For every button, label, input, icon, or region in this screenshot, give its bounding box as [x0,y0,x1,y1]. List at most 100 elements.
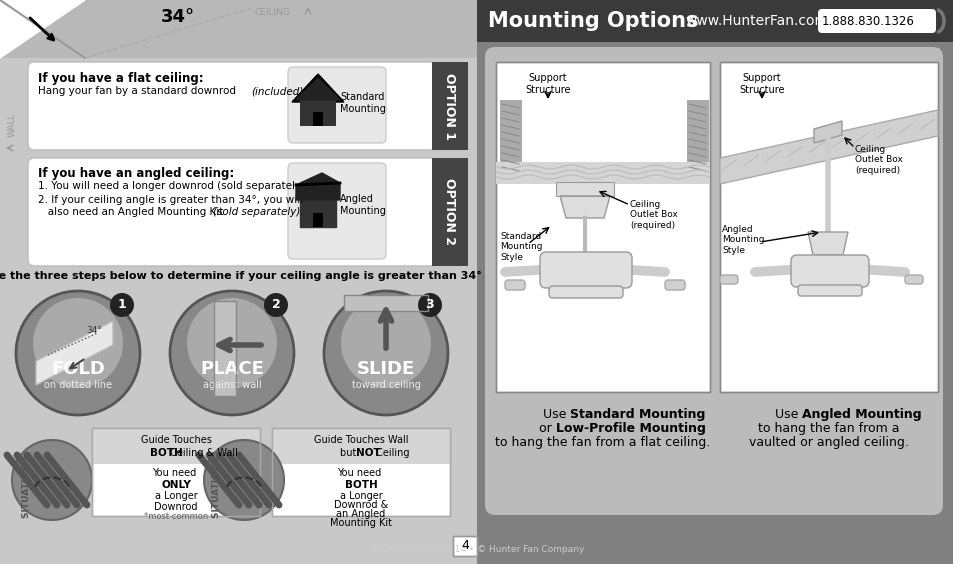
Text: Angled Mounting: Angled Mounting [801,408,921,421]
Text: against wall: against wall [202,380,261,390]
Text: 1. You will need a longer downrod (sold separately).: 1. You will need a longer downrod (sold … [38,181,308,191]
Polygon shape [299,200,335,227]
Bar [453,536,476,556]
Polygon shape [295,173,339,200]
Text: Ceiling
Outlet Box
(required): Ceiling Outlet Box (required) [629,200,678,230]
Text: Angled
Mounting: Angled Mounting [339,194,385,216]
Text: (sold separately).: (sold separately). [213,207,303,217]
Bar [0,0,476,58]
Circle shape [110,293,133,317]
Text: 3: 3 [425,298,434,311]
FancyBboxPatch shape [664,280,684,290]
Text: 1: 1 [117,298,126,311]
Bar [496,62,709,392]
Text: 34°: 34° [86,326,102,335]
Polygon shape [36,321,112,385]
Text: OPTION 2: OPTION 2 [443,178,456,245]
Text: or: or [538,422,556,435]
Bar [272,428,450,516]
Text: on dotted line: on dotted line [44,380,112,390]
FancyBboxPatch shape [797,285,862,296]
FancyBboxPatch shape [28,158,436,266]
Text: OPTION 1: OPTION 1 [443,73,456,139]
Text: Guide Touches Wall: Guide Touches Wall [314,435,408,445]
Text: PLACE: PLACE [200,360,264,378]
Polygon shape [813,121,841,143]
Text: If you have an angled ceiling:: If you have an angled ceiling: [38,167,234,180]
Text: You need: You need [337,468,384,478]
Circle shape [16,291,140,415]
Text: You need: You need [152,468,199,478]
Text: M0065-01 • 05/13/14 • © Hunter Fan Company: M0065-01 • 05/13/14 • © Hunter Fan Compa… [369,545,584,554]
Polygon shape [559,196,609,218]
Text: toward ceiling: toward ceiling [352,380,420,390]
Bar [432,62,468,150]
Circle shape [187,298,276,388]
Text: Ceiling & Wall: Ceiling & Wall [167,448,237,458]
Bar [299,100,335,126]
Text: vaulted or angled ceiling.: vaulted or angled ceiling. [748,436,908,449]
Bar [91,428,260,516]
Text: Standard
Mounting
Style: Standard Mounting Style [499,232,542,262]
FancyBboxPatch shape [548,286,622,298]
Bar [686,100,708,172]
Text: Standard
Mounting: Standard Mounting [339,92,385,114]
Bar [344,295,428,311]
Text: *most common: *most common [144,512,208,521]
Text: to hang the fan from a: to hang the fan from a [758,422,899,435]
Text: 1.888.830.1326: 1.888.830.1326 [821,15,914,28]
Bar [499,100,521,172]
Bar [213,301,235,396]
Text: NOT: NOT [355,448,380,458]
Text: Ceiling
Outlet Box
(required): Ceiling Outlet Box (required) [854,145,902,175]
Text: SLIDE: SLIDE [356,360,415,378]
Text: Use the three steps below to determine if your ceiling angle is greater than 34°: Use the three steps below to determine i… [0,271,481,281]
Text: Ceiling: Ceiling [373,448,409,458]
Text: Support
Structure: Support Structure [739,73,784,95]
Text: 2: 2 [272,298,280,311]
Text: If you have a flat ceiling:: If you have a flat ceiling: [38,72,203,85]
Circle shape [204,440,284,520]
Text: BOTH: BOTH [150,448,183,458]
Circle shape [340,298,431,388]
Text: CEILING: CEILING [254,8,291,17]
Text: Use: Use [774,408,801,421]
Text: BOTH: BOTH [344,480,377,490]
Text: 4: 4 [460,540,469,553]
Bar [313,112,323,126]
Bar [496,62,709,392]
Text: Downrod: Downrod [154,502,197,512]
FancyBboxPatch shape [720,275,738,284]
Bar [476,0,953,42]
Text: SITUATION 2: SITUATION 2 [212,454,221,518]
FancyBboxPatch shape [288,163,386,259]
Text: 34°: 34° [161,8,194,26]
Text: Low-Profile Mounting: Low-Profile Mounting [556,422,705,435]
Circle shape [170,291,294,415]
Bar [91,428,260,464]
Text: Standard Mounting: Standard Mounting [569,408,704,421]
Bar [272,428,450,516]
Circle shape [417,293,441,317]
Text: Angled
Mounting
Style: Angled Mounting Style [721,225,763,255]
Text: a Longer: a Longer [154,491,197,501]
Circle shape [12,440,91,520]
Polygon shape [720,110,937,184]
FancyBboxPatch shape [904,275,923,284]
FancyBboxPatch shape [288,67,386,143]
Polygon shape [292,74,344,102]
Text: Use: Use [542,408,569,421]
Text: Mounting Kit: Mounting Kit [330,518,392,528]
Text: a Longer: a Longer [339,491,382,501]
Bar [91,428,260,516]
Text: an Angled: an Angled [336,509,385,519]
Text: also need an Angled Mounting Kit: also need an Angled Mounting Kit [38,207,227,217]
Bar [453,536,476,556]
Polygon shape [0,0,85,58]
Bar [313,213,323,227]
Circle shape [33,298,123,388]
Text: (included).: (included). [251,86,306,96]
FancyBboxPatch shape [790,255,868,287]
Bar [213,301,235,396]
Bar [556,182,614,196]
